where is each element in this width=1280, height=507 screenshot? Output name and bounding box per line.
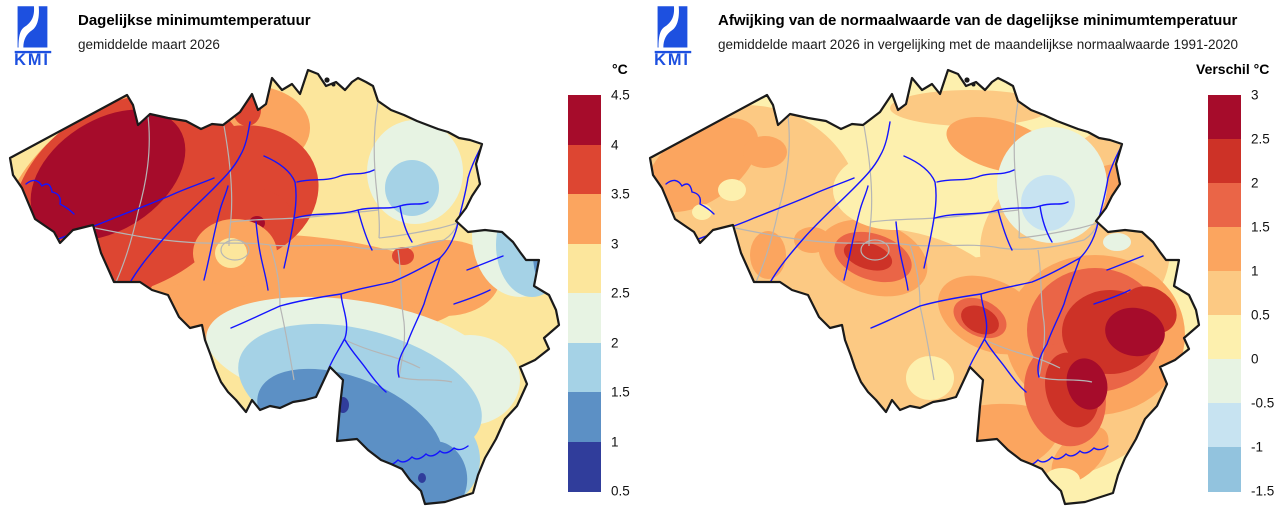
- colorbar-segment: [568, 95, 601, 145]
- colorbar-tick-label: -0.5: [1251, 395, 1275, 411]
- page-title: Dagelijkse minimumtemperatuur: [78, 12, 311, 29]
- colorbar-tick-label: 3.5: [611, 186, 630, 202]
- min-temperature-map: [8, 68, 561, 506]
- colorbar-segment: [1208, 271, 1241, 316]
- colorbar-segment: [1208, 359, 1241, 404]
- colorbar-segment: [568, 392, 601, 442]
- colorbar-tick-label: 1: [611, 433, 619, 449]
- colorbar-tick-label: 2.5: [1251, 131, 1270, 147]
- colorbar-segment: [1208, 95, 1241, 140]
- colorbar-tick-label: 1.5: [1251, 219, 1270, 235]
- colorbar-segment: [568, 144, 601, 195]
- kmi-logo-mark: [14, 6, 52, 54]
- anomaly-field: [650, 70, 1199, 504]
- kmi-logo-mark: [654, 6, 692, 54]
- anom-paleblue-zones: [1021, 175, 1075, 231]
- colorbar-tick-label: 4.5: [611, 87, 630, 103]
- temperature-anomaly-map: [648, 68, 1201, 506]
- page-title: Afwijking van de normaalwaarde van de da…: [718, 12, 1238, 29]
- colorbar-tick-label: 1.5: [611, 384, 630, 400]
- colorbar-segment: [568, 441, 601, 492]
- colorbar-unit-label: °C: [612, 61, 628, 77]
- colorbar-segment: [1208, 139, 1241, 184]
- colorbar-tick-label: 1: [1251, 263, 1259, 279]
- temp-warm-pocket: [193, 219, 277, 287]
- kmi-logo-text: KMI: [654, 51, 690, 67]
- temperature-field: [10, 70, 559, 504]
- colorbar-tick-label: 0.5: [1251, 307, 1270, 323]
- colorbar-segment: [1208, 447, 1241, 492]
- anom-darkred-zones: [1066, 307, 1165, 410]
- colorbar-tick-label: 2: [1251, 175, 1259, 191]
- colorbar-unit-label: Verschil °C: [1196, 61, 1270, 77]
- colorbar-tick-label: -1: [1251, 439, 1264, 455]
- colorbar-segment: [1208, 315, 1241, 360]
- kmi-logo: KMI: [654, 6, 692, 67]
- colorbar-tick-label: -1.5: [1251, 483, 1275, 499]
- colorbar-tick-label: 3: [611, 235, 619, 251]
- colorbar-segment: [568, 293, 601, 343]
- anomaly-colorbar: 3 2.5 2 1.5 1 0.5 0 -0.5 -1 -1.5: [1208, 88, 1274, 497]
- temperature-colorbar: 4.5 4 3.5 3 2.5 2 1.5 1 0.5: [568, 88, 630, 497]
- colorbar-tick-label: 0: [1251, 351, 1259, 367]
- kmi-logo-text: KMI: [14, 51, 50, 67]
- colorbar-tick-label: 3: [1251, 87, 1259, 103]
- colorbar-segment: [1208, 227, 1241, 272]
- colorbar-tick-label: 0.5: [611, 483, 630, 499]
- colorbar-tick-label: 4: [611, 136, 619, 152]
- kmi-logo: KMI: [14, 6, 52, 67]
- colorbar-segment: [1208, 403, 1241, 448]
- colorbar-tick-label: 2: [611, 334, 619, 350]
- colorbar-segment: [568, 342, 601, 393]
- colorbar-segment: [568, 243, 601, 294]
- colorbar-segment: [568, 194, 601, 244]
- colorbar-tick-label: 2.5: [611, 285, 630, 301]
- page-subtitle: gemiddelde maart 2026 in vergelijking me…: [718, 37, 1239, 52]
- colorbar-segment: [1208, 183, 1241, 228]
- page-subtitle: gemiddelde maart 2026: [78, 37, 220, 52]
